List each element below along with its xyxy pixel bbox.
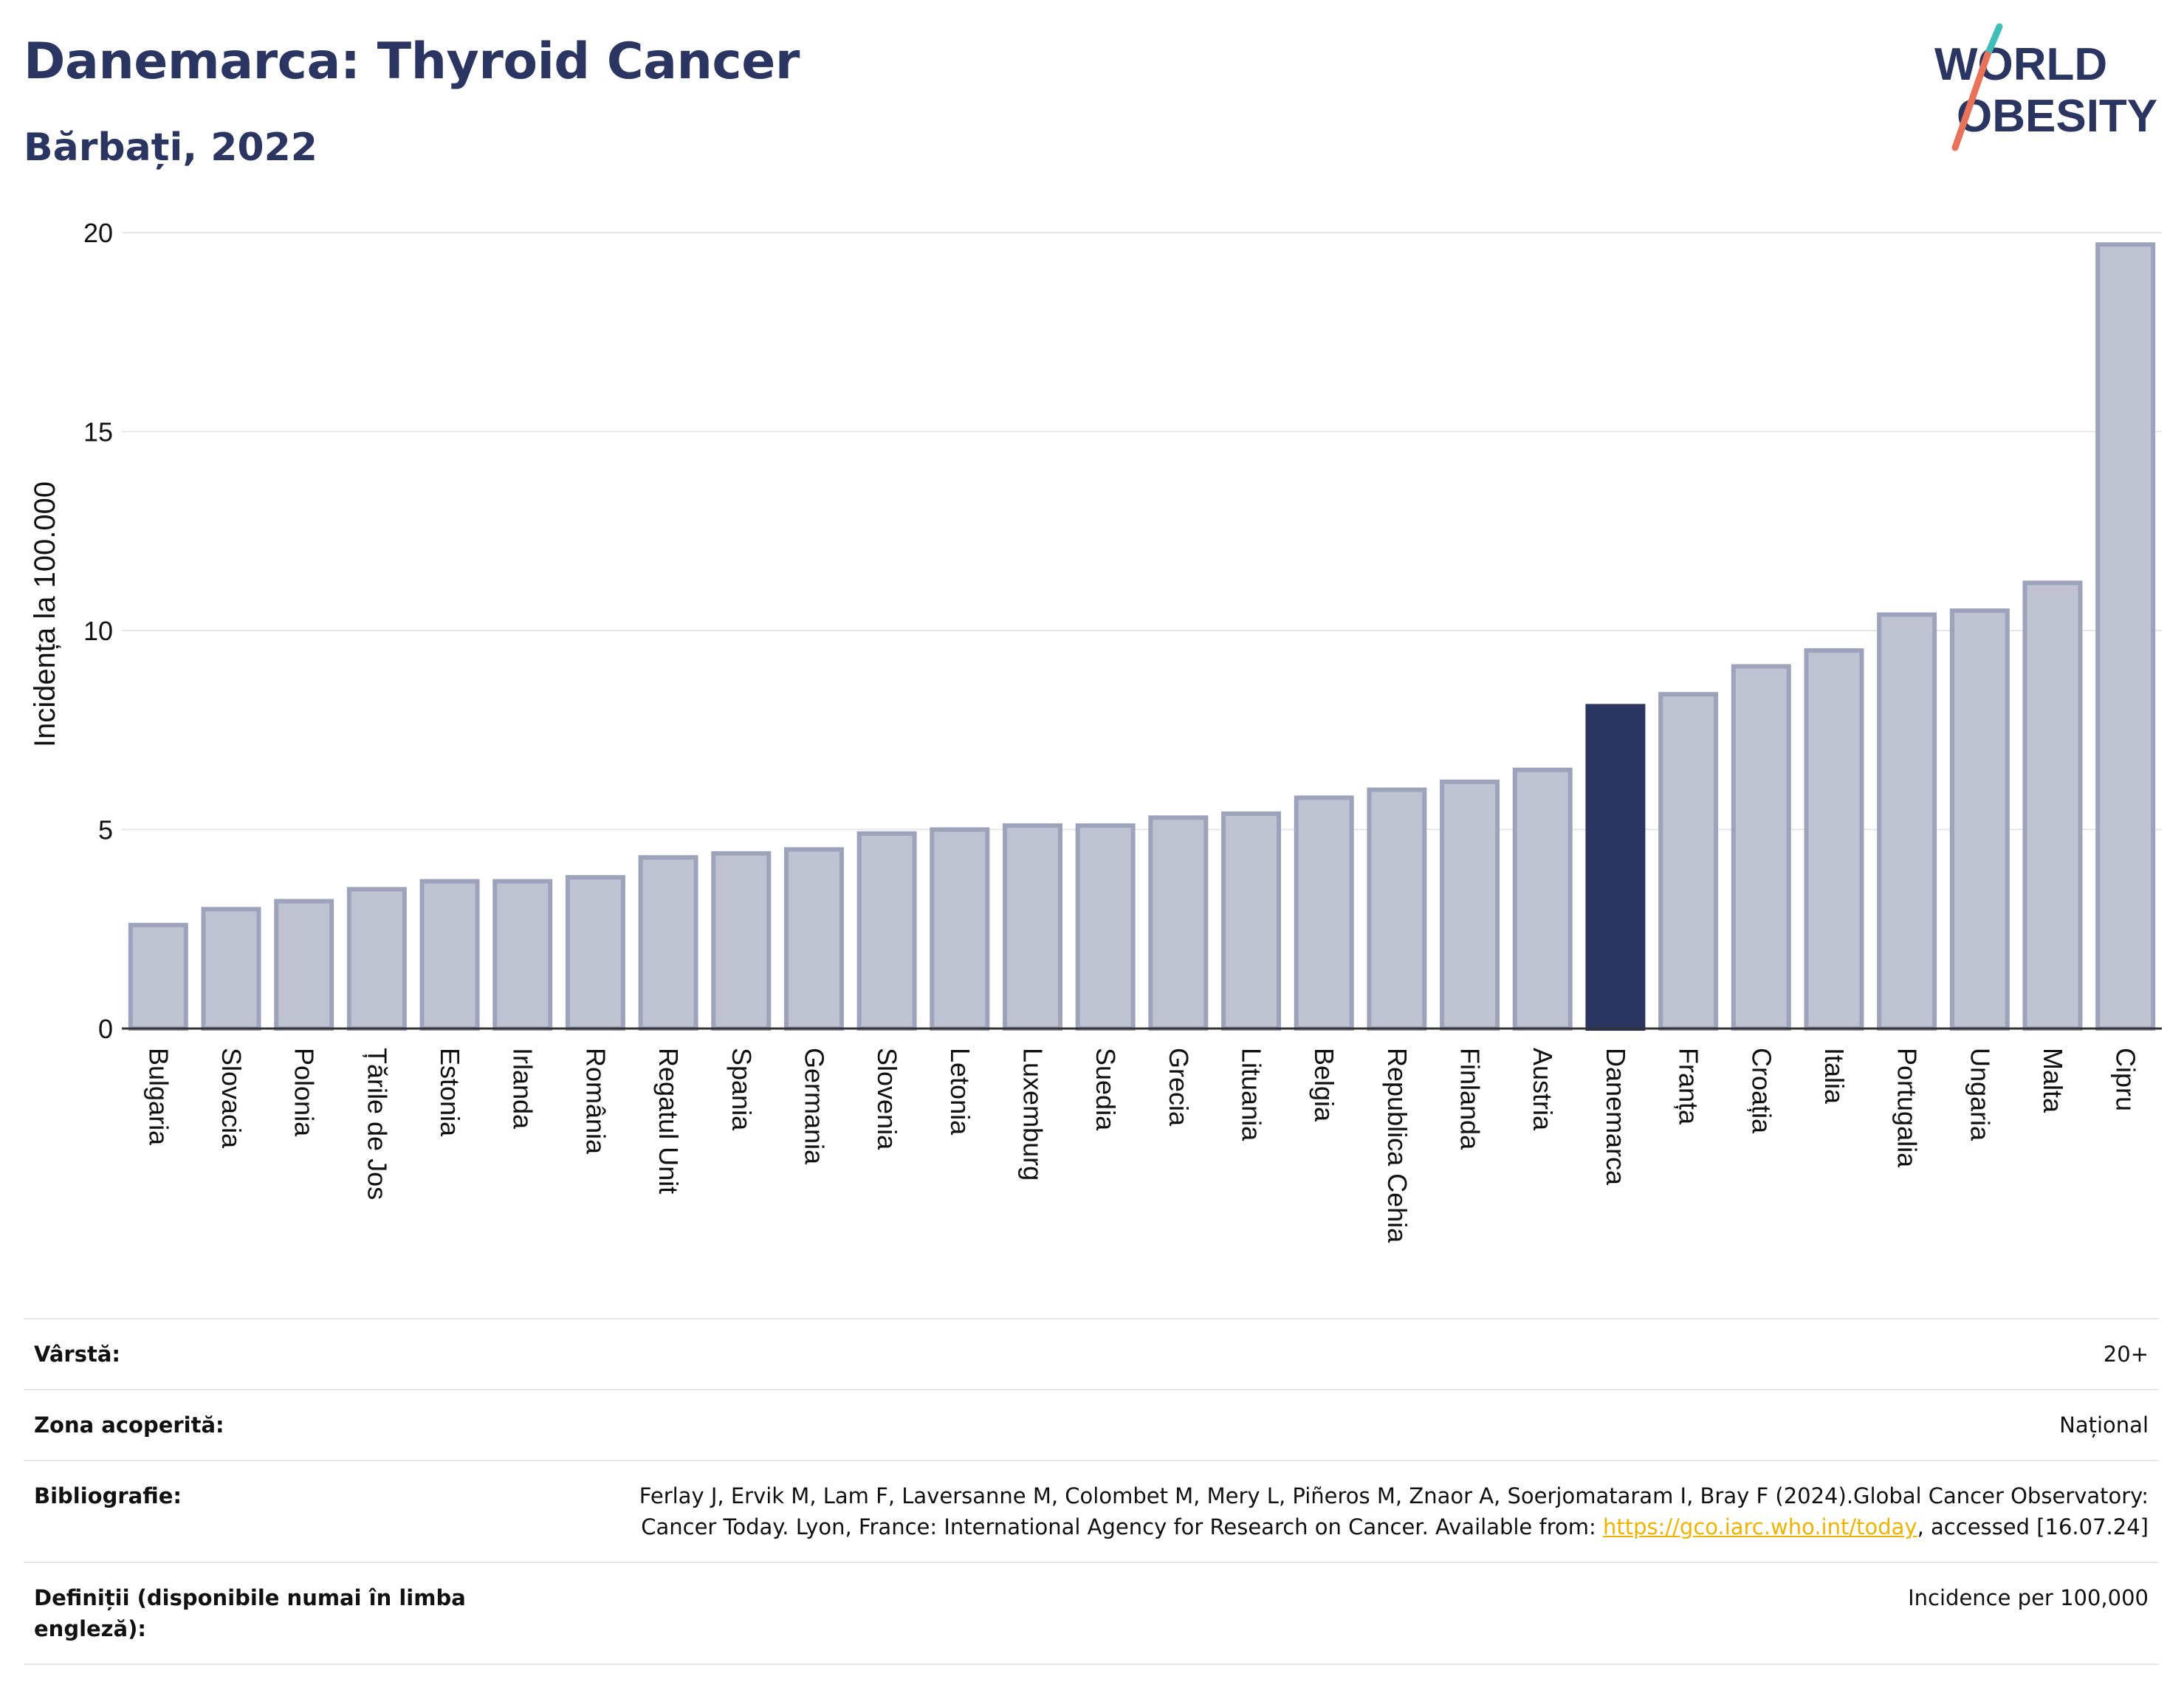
x-tick-label: Țările de Jos <box>362 1048 392 1200</box>
bar <box>1002 823 1062 1031</box>
y-tick-label: 0 <box>98 1014 113 1044</box>
meta-row-area: Zona acoperită: Național <box>24 1389 2159 1460</box>
bar <box>711 851 772 1031</box>
x-tick-label: Ungaria <box>1965 1048 1995 1141</box>
x-tick-label: Belgia <box>1309 1048 1339 1122</box>
bibliography-accessed: , accessed [16.07.24] <box>1917 1514 2149 1539</box>
meta-label: Vârstă: <box>34 1342 121 1367</box>
bar <box>1512 767 1573 1031</box>
x-tick-label: Portugalia <box>1892 1048 1923 1168</box>
bar <box>128 922 188 1031</box>
logo-slash-teal <box>1984 23 2003 58</box>
bar <box>1949 608 2010 1031</box>
meta-row-bibliography: Bibliografie: Ferlay J, Ervik M, Lam F, … <box>24 1460 2159 1562</box>
x-tick-label: Letonia <box>945 1048 975 1136</box>
meta-value: Incidence per 100,000 <box>1908 1585 2149 1610</box>
x-tick-label: Polonia <box>289 1048 320 1137</box>
meta-value: 20+ <box>2103 1342 2149 1367</box>
bar <box>2095 242 2156 1031</box>
y-axis-label: Incidența la 100.000 <box>29 481 61 747</box>
y-tick-label: 15 <box>83 417 113 447</box>
x-tick-label: Austria <box>1528 1048 1558 1131</box>
chart-title: Danemarca: Thyroid Cancer <box>24 32 800 91</box>
bar <box>1148 815 1209 1031</box>
bar <box>1731 664 1791 1031</box>
meta-row-age: Vârstă: 20+ <box>24 1318 2159 1389</box>
chart-subtitle: Bărbați, 2022 <box>24 126 317 170</box>
bar <box>1658 692 1719 1031</box>
x-tick-label: Spania <box>727 1048 757 1131</box>
x-tick-label: Finlanda <box>1455 1048 1486 1150</box>
logo-word-2: OBESITY <box>1957 91 2157 142</box>
x-tick-label: Irlanda <box>508 1048 538 1130</box>
x-tick-label: Slovenia <box>872 1048 902 1150</box>
x-tick-label: Italia <box>1819 1048 1850 1105</box>
bar <box>638 855 698 1031</box>
bar <box>1221 811 1282 1031</box>
bar <box>1075 823 1136 1031</box>
meta-label: Definiții (disponibile numai în limba en… <box>34 1585 466 1641</box>
x-tick-label: Bulgaria <box>143 1048 174 1146</box>
bar <box>565 875 625 1031</box>
x-tick-label: Slovacia <box>216 1048 247 1149</box>
x-tick-label: Cipru <box>2111 1048 2141 1111</box>
bar <box>492 879 553 1031</box>
x-tick-label: Regatul Unit <box>653 1048 684 1194</box>
bibliography-text: Ferlay J, Ervik M, Lam F, Laversanne M, … <box>639 1483 2149 1539</box>
bar <box>274 899 334 1031</box>
axes: 0 5 10 15 20 Bulgaria Slovacia Polonia Țările de… <box>83 218 2162 1243</box>
x-tick-label: Croația <box>1746 1048 1776 1134</box>
x-tick-label: Germania <box>799 1048 829 1165</box>
x-tick-label: Malta <box>2038 1048 2068 1113</box>
x-tick-label: Suedia <box>1091 1048 1121 1131</box>
x-tick-label: Estonia <box>435 1048 465 1137</box>
bar <box>346 887 407 1031</box>
y-tick-label: 5 <box>98 815 113 845</box>
logo-word-1: WORLD <box>1934 39 2107 90</box>
bar-highlighted <box>1585 704 1646 1031</box>
x-tick-label: Danemarca <box>1601 1048 1631 1186</box>
bar <box>1877 612 1937 1031</box>
logo-slash-coral <box>1951 51 1991 151</box>
meta-value: Național <box>2059 1412 2149 1438</box>
metadata-table: Vârstă: 20+ Zona acoperită: Național Bib… <box>24 1318 2159 1665</box>
x-tick-label: Lituania <box>1237 1048 1267 1141</box>
bars <box>128 242 2156 1031</box>
bar <box>930 827 990 1031</box>
meta-row-definitions: Definiții (disponibile numai în limba en… <box>24 1562 2159 1665</box>
world-obesity-logo: WORLD OBESITY <box>1934 23 2157 151</box>
bar <box>2022 580 2083 1031</box>
source-link[interactable]: https://gco.iarc.who.int/today <box>1602 1514 1917 1539</box>
bar <box>1294 795 1354 1031</box>
meta-label: Zona acoperită: <box>34 1412 224 1438</box>
meta-value: Ferlay J, Ervik M, Lam F, Laversanne M, … <box>598 1480 2149 1542</box>
y-tick-label: 20 <box>83 218 113 248</box>
bar <box>1367 787 1427 1031</box>
x-tick-label: Franța <box>1674 1048 1704 1125</box>
x-tick-label: Republica Cehia <box>1382 1048 1412 1243</box>
bar <box>783 847 844 1031</box>
x-tick-label: România <box>580 1048 611 1155</box>
x-tick-label: Grecia <box>1164 1048 1194 1127</box>
bar <box>856 831 917 1031</box>
bar <box>1804 648 1864 1031</box>
x-tick-label: Luxemburg <box>1017 1048 1048 1181</box>
meta-label: Bibliografie: <box>34 1483 182 1508</box>
bar-chart: 0 5 10 15 20 Bulgaria Slovacia Polonia Țările de… <box>29 218 2162 1243</box>
bar <box>419 879 480 1031</box>
y-tick-label: 10 <box>83 616 113 646</box>
bar <box>201 907 261 1031</box>
bar <box>1440 779 1500 1031</box>
